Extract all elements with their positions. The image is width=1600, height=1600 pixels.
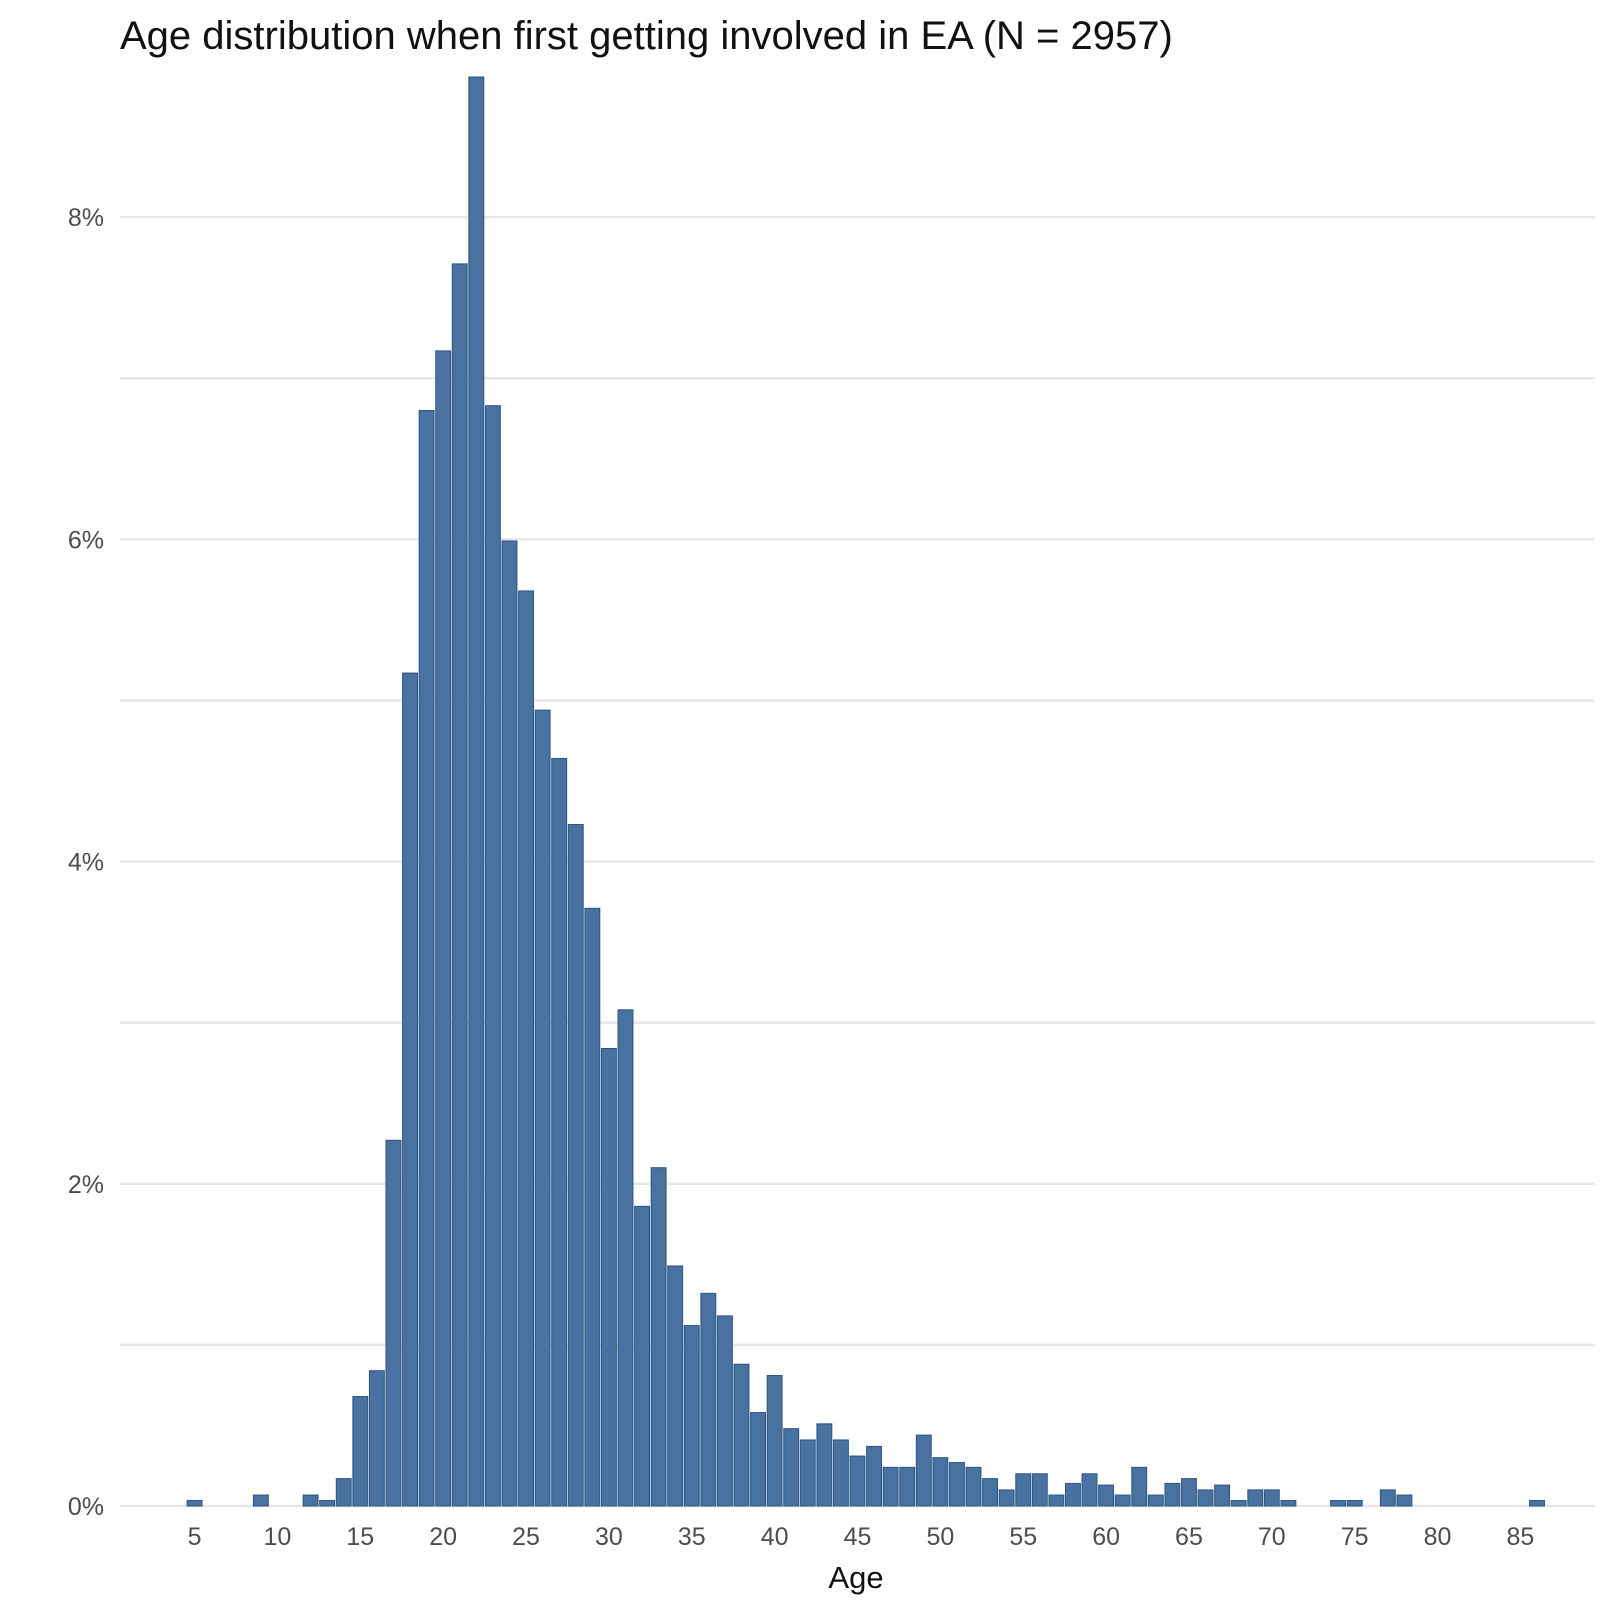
bar-age-53 xyxy=(982,1478,999,1507)
bar-age-54 xyxy=(998,1489,1015,1507)
x-tick-label: 60 xyxy=(1092,1523,1120,1551)
bar-age-61 xyxy=(1114,1494,1131,1507)
y-tick-label: 8% xyxy=(68,204,104,232)
bar-age-36 xyxy=(700,1292,717,1507)
x-tick-label: 65 xyxy=(1175,1523,1203,1551)
bar-age-17 xyxy=(385,1139,402,1507)
bar-age-78 xyxy=(1396,1494,1413,1507)
bar-age-9 xyxy=(252,1494,269,1507)
bar-age-70 xyxy=(1263,1489,1280,1507)
y-axis-tick-labels: 0% 2% 4% 6% 8% xyxy=(68,204,104,1521)
bar-age-77 xyxy=(1379,1489,1396,1507)
bar-age-65 xyxy=(1181,1478,1197,1507)
x-tick-label: 10 xyxy=(264,1523,292,1551)
bar-age-45 xyxy=(849,1455,866,1507)
gridlines xyxy=(120,215,1595,1508)
x-tick-label: 80 xyxy=(1424,1523,1452,1551)
bar-age-40 xyxy=(766,1375,783,1507)
x-axis-title: Age xyxy=(828,1560,883,1595)
bar-age-24 xyxy=(501,540,518,1507)
bar-age-14 xyxy=(335,1478,352,1507)
bar-age-39 xyxy=(750,1412,767,1507)
bar-age-20 xyxy=(435,350,452,1507)
bar-age-55 xyxy=(1015,1473,1032,1507)
bar-age-56 xyxy=(1031,1473,1048,1507)
bar-age-74 xyxy=(1330,1500,1347,1507)
bar-age-34 xyxy=(667,1265,684,1507)
bar-age-49 xyxy=(915,1434,932,1507)
x-tick-label: 5 xyxy=(188,1523,202,1551)
bar-age-50 xyxy=(932,1457,949,1507)
bar-age-59 xyxy=(1081,1473,1098,1507)
x-tick-label: 25 xyxy=(512,1523,540,1551)
x-tick-label: 55 xyxy=(1009,1523,1037,1551)
y-tick-label: 4% xyxy=(68,849,104,877)
y-tick-label: 2% xyxy=(68,1171,104,1199)
bar-age-30 xyxy=(600,1047,617,1507)
bar-age-51 xyxy=(948,1462,965,1507)
y-tick-label: 0% xyxy=(68,1493,104,1521)
bar-age-60 xyxy=(1098,1484,1115,1507)
bar-age-27 xyxy=(551,757,568,1507)
bar-age-33 xyxy=(650,1167,667,1507)
bar-age-28 xyxy=(567,824,584,1507)
bar-age-18 xyxy=(402,672,418,1507)
bar-age-52 xyxy=(965,1466,982,1507)
bar-age-19 xyxy=(418,409,435,1507)
x-tick-label: 15 xyxy=(346,1523,374,1551)
x-tick-label: 40 xyxy=(761,1523,789,1551)
y-tick-label: 6% xyxy=(68,526,104,554)
bar-age-29 xyxy=(584,907,601,1507)
x-tick-label: 70 xyxy=(1258,1523,1286,1551)
x-tick-label: 50 xyxy=(926,1523,954,1551)
bar-age-86 xyxy=(1529,1500,1545,1507)
bar-age-26 xyxy=(534,709,551,1507)
bar-age-68 xyxy=(1230,1500,1247,1507)
x-tick-label: 85 xyxy=(1507,1523,1535,1551)
bar-age-75 xyxy=(1346,1500,1363,1507)
bar-age-44 xyxy=(832,1439,849,1507)
x-tick-label: 20 xyxy=(429,1523,457,1551)
bar-age-35 xyxy=(683,1325,700,1507)
bar-age-66 xyxy=(1197,1489,1214,1507)
bar-age-43 xyxy=(816,1423,833,1507)
bar-age-58 xyxy=(1064,1482,1081,1507)
bar-age-38 xyxy=(733,1363,750,1507)
bar-age-12 xyxy=(302,1494,319,1507)
bar-age-47 xyxy=(882,1466,899,1507)
x-tick-label: 75 xyxy=(1341,1523,1369,1551)
bar-age-48 xyxy=(899,1466,916,1507)
x-tick-label: 45 xyxy=(844,1523,872,1551)
bar-age-22 xyxy=(468,76,485,1507)
bar-age-67 xyxy=(1214,1484,1231,1507)
bars xyxy=(186,76,1545,1507)
bar-age-69 xyxy=(1247,1489,1264,1507)
chart-title: Age distribution when first getting invo… xyxy=(120,14,1173,58)
bar-age-57 xyxy=(1048,1494,1065,1507)
x-tick-label: 30 xyxy=(595,1523,623,1551)
x-tick-label: 35 xyxy=(678,1523,706,1551)
bar-age-5 xyxy=(186,1500,203,1507)
bar-age-71 xyxy=(1280,1500,1297,1507)
bar-age-42 xyxy=(799,1439,816,1507)
bar-age-25 xyxy=(518,590,534,1507)
bar-age-23 xyxy=(484,405,501,1507)
bar-age-32 xyxy=(634,1205,651,1507)
bar-age-62 xyxy=(1131,1466,1148,1507)
bar-age-21 xyxy=(451,263,468,1507)
bar-age-41 xyxy=(783,1428,800,1507)
bar-age-15 xyxy=(352,1395,369,1507)
bar-age-37 xyxy=(716,1315,733,1507)
bar-age-64 xyxy=(1164,1482,1181,1507)
x-axis-tick-labels: 5 10 15 20 25 30 35 40 45 50 55 60 65 70 75 80 85 xyxy=(188,1523,1535,1551)
bar-age-13 xyxy=(319,1500,336,1507)
bar-age-46 xyxy=(866,1445,883,1507)
bar-age-16 xyxy=(368,1370,385,1507)
bar-age-31 xyxy=(617,1009,634,1507)
bar-age-63 xyxy=(1147,1494,1164,1507)
